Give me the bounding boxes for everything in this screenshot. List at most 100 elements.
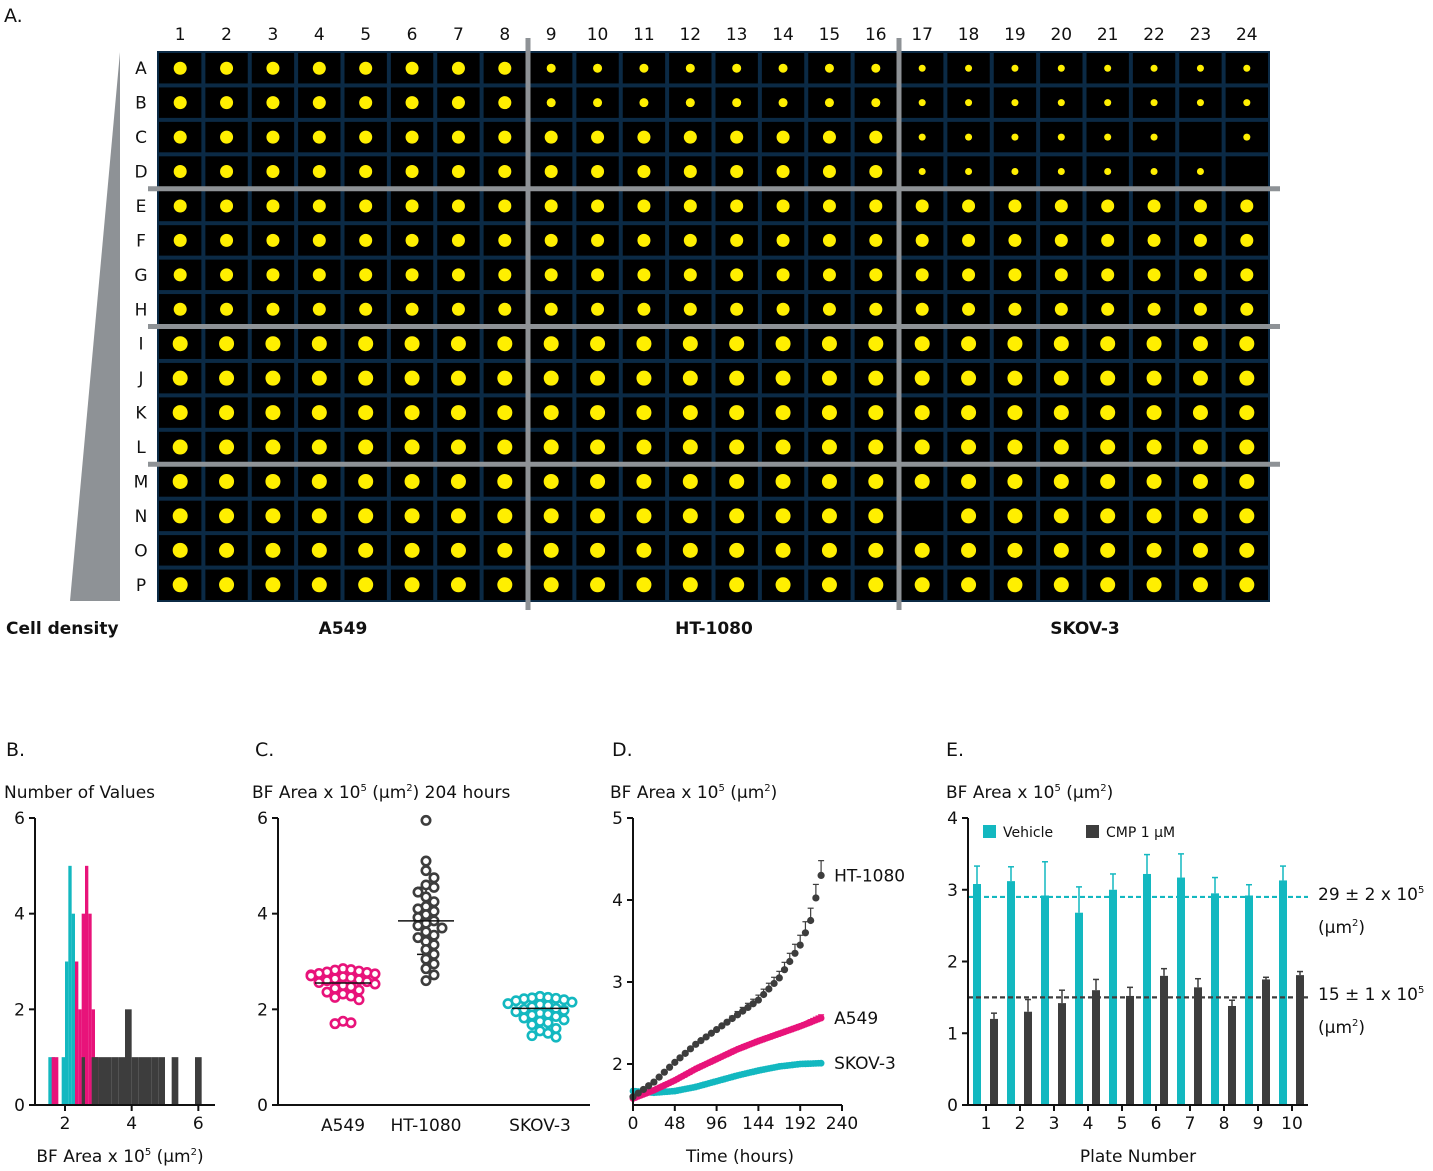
spheroid-M9 xyxy=(543,473,559,489)
column-label-23: 23 xyxy=(1190,25,1212,45)
spheroid-B4 xyxy=(312,96,326,110)
panel-b-xtick-label-4: 4 xyxy=(126,1114,137,1134)
spheroid-K9 xyxy=(543,405,559,421)
panel-e-xtick-label-8: 8 xyxy=(1219,1114,1230,1134)
column-label-1: 1 xyxy=(175,25,186,45)
spheroid-M14 xyxy=(775,473,791,489)
hist-bar-ht1080-2 xyxy=(98,1057,105,1105)
spheroid-D22 xyxy=(1150,168,1158,176)
spheroid-H23 xyxy=(1193,302,1207,316)
spheroid-A11 xyxy=(639,63,649,73)
point-ht1080-2 xyxy=(639,1085,648,1094)
spheroid-H1 xyxy=(173,302,187,316)
column-label-18: 18 xyxy=(958,25,980,45)
point-a549-25 xyxy=(329,991,341,1003)
panel-e-xtick-label-10: 10 xyxy=(1281,1114,1303,1134)
spheroid-P6 xyxy=(404,577,420,593)
spheroid-D6 xyxy=(405,165,419,179)
spheroid-L5 xyxy=(358,439,374,455)
spheroid-P1 xyxy=(172,577,188,593)
point-ht1080-26 xyxy=(765,985,773,993)
spheroid-E17 xyxy=(915,199,929,213)
spheroid-O6 xyxy=(404,542,420,558)
legend-label-vehicle: Vehicle xyxy=(1003,825,1053,841)
spheroid-M11 xyxy=(636,473,652,489)
spheroid-H4 xyxy=(312,302,326,316)
spheroid-C1 xyxy=(173,130,187,144)
panel-d-ytick-label-4: 4 xyxy=(612,891,623,911)
ref-unit-cmp-text: (µm xyxy=(1318,1018,1352,1038)
panel-b-xlabel-unit-exp: 2 xyxy=(191,1147,197,1158)
panel-b-bars xyxy=(48,865,202,1105)
spheroid-M1 xyxy=(172,473,188,489)
spheroid-K1 xyxy=(172,405,188,421)
spheroid-O15 xyxy=(821,542,837,558)
spheroid-C19 xyxy=(1011,133,1019,141)
spheroid-J14 xyxy=(775,370,791,386)
point-ht1080-32 xyxy=(796,941,804,949)
spheroid-A18 xyxy=(965,64,973,72)
spheroid-L19 xyxy=(1007,439,1023,455)
spheroid-B24 xyxy=(1243,99,1251,107)
spheroid-N13 xyxy=(729,508,745,524)
spheroid-A20 xyxy=(1057,64,1065,72)
spheroid-G7 xyxy=(451,268,465,282)
spheroid-N12 xyxy=(682,508,698,524)
spheroid-G20 xyxy=(1054,268,1068,282)
spheroid-F11 xyxy=(637,233,651,247)
panel-label-d: D. xyxy=(612,739,633,761)
spheroid-D7 xyxy=(451,165,465,179)
spheroid-G24 xyxy=(1240,268,1254,282)
spheroid-G9 xyxy=(544,268,558,282)
spheroid-N14 xyxy=(775,508,791,524)
spheroid-G23 xyxy=(1193,268,1207,282)
spheroid-P5 xyxy=(358,577,374,593)
spheroid-K16 xyxy=(868,405,884,421)
ref-label-cmp-exp: 5 xyxy=(1418,985,1424,996)
spheroid-J11 xyxy=(636,370,652,386)
panel-c-ytick-label-0: 0 xyxy=(257,1096,268,1116)
spheroid-F7 xyxy=(451,233,465,247)
point-ht1080-3 xyxy=(428,872,440,884)
point-a549-22 xyxy=(321,986,333,998)
point-ht1080-14 xyxy=(702,1033,710,1041)
spheroid-J7 xyxy=(450,370,466,386)
spheroid-G19 xyxy=(1008,268,1022,282)
spheroid-L24 xyxy=(1239,439,1255,455)
spheroid-F24 xyxy=(1240,233,1254,247)
bar-cmp-plate-8 xyxy=(1228,1005,1236,1105)
spheroid-H14 xyxy=(776,302,790,316)
spheroid-J12 xyxy=(682,370,698,386)
group-label-skov3: SKOV-3 xyxy=(1050,619,1119,639)
spheroid-J4 xyxy=(311,370,327,386)
spheroid-I15 xyxy=(821,336,837,352)
panel-b-histogram: B. Number of Values 0 2 4 6 2 4 6 BF Area x 10… xyxy=(4,739,215,1167)
spheroid-C18 xyxy=(965,133,973,141)
panel-b-xlabel: BF Area x 105 (µm2) xyxy=(36,1147,203,1167)
spheroid-J21 xyxy=(1100,370,1116,386)
spheroid-J1 xyxy=(172,370,188,386)
column-label-2: 2 xyxy=(221,25,232,45)
spheroid-I1 xyxy=(172,336,188,352)
spheroid-B18 xyxy=(965,99,973,107)
point-ht1080-33 xyxy=(801,929,810,937)
spheroid-A10 xyxy=(593,63,603,73)
column-label-20: 20 xyxy=(1050,25,1072,45)
point-ht1080-9 xyxy=(676,1054,684,1062)
spheroid-M12 xyxy=(682,473,698,489)
point-ht1080-28 xyxy=(428,969,440,981)
spheroid-P22 xyxy=(1146,577,1162,593)
point-skov3-21 xyxy=(558,1014,570,1026)
point-skov3-24 xyxy=(526,1019,538,1031)
spheroid-M15 xyxy=(821,473,837,489)
spheroid-I10 xyxy=(590,336,606,352)
spheroid-H22 xyxy=(1147,302,1161,316)
spheroid-N16 xyxy=(868,508,884,524)
hist-bar-ht1080-0 xyxy=(81,1057,85,1105)
spheroid-F1 xyxy=(173,233,187,247)
panel-e-ytick-label-2: 2 xyxy=(947,953,958,973)
point-ht1080-29 xyxy=(780,966,789,974)
hist-bar-skov3-2 xyxy=(65,961,69,1105)
spheroid-I2 xyxy=(219,336,235,352)
spheroid-H19 xyxy=(1008,302,1022,316)
